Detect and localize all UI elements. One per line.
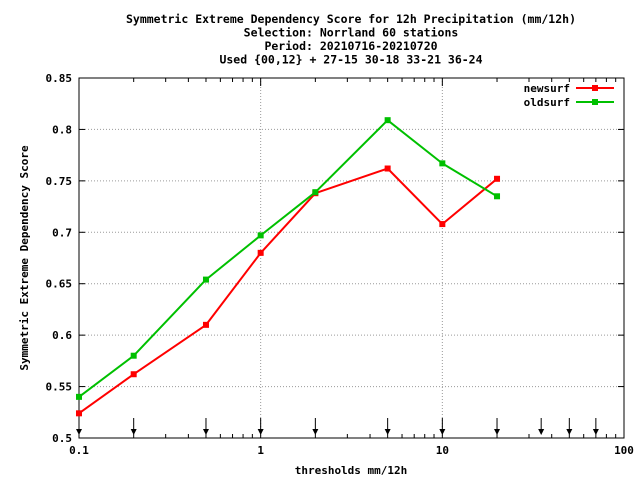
y-tick-label: 0.65 (46, 278, 73, 291)
y-tick-label: 0.75 (46, 175, 73, 188)
data-point-newsurf (439, 221, 446, 228)
x-axis-label: thresholds mm/12h (295, 464, 408, 477)
y-tick-label: 0.5 (52, 432, 72, 445)
legend-marker-oldsurf (592, 99, 598, 105)
data-point-newsurf (494, 175, 501, 182)
threshold-arrow (592, 418, 599, 435)
data-point-newsurf (257, 249, 264, 256)
data-point-oldsurf (384, 117, 391, 124)
data-point-oldsurf (76, 393, 82, 400)
series-line-oldsurf (78, 119, 498, 398)
y-axis-label: Symmetric Extreme Dependency Score (18, 145, 31, 371)
data-point-newsurf (130, 371, 137, 378)
title-line-3: Period: 20210716-20210720 (264, 39, 437, 53)
series-line-newsurf (78, 167, 498, 415)
threshold-arrow (202, 418, 209, 435)
threshold-arrow (439, 418, 446, 435)
threshold-arrow-head (384, 429, 391, 435)
threshold-arrow (312, 418, 319, 435)
legend-label-newsurf: newsurf (524, 82, 570, 95)
threshold-arrow-head (257, 429, 264, 435)
threshold-arrow-head (538, 429, 545, 435)
threshold-arrow (494, 418, 501, 435)
threshold-arrow-head (566, 429, 573, 435)
data-point-oldsurf (312, 189, 319, 196)
data-point-oldsurf (494, 193, 501, 200)
data-point-oldsurf (439, 160, 446, 167)
data-point-oldsurf (202, 276, 209, 283)
title-line-2: Selection: Norrland 60 stations (244, 26, 459, 40)
legend-marker-newsurf (592, 85, 598, 91)
data-point-newsurf (384, 165, 391, 172)
series-lines (76, 117, 501, 417)
plot-frame (78, 77, 625, 439)
x-tick-label: 10 (436, 444, 449, 457)
legend-label-oldsurf: oldsurf (524, 96, 570, 109)
title-line-4: Used {00,12} + 27-15 30-18 33-21 36-24 (219, 53, 482, 67)
threshold-arrow (384, 418, 391, 435)
title-line-1: Symmetric Extreme Dependency Score for 1… (126, 12, 576, 26)
chart-title: Symmetric Extreme Dependency Score for 1… (126, 12, 576, 67)
grid (79, 78, 624, 438)
data-point-newsurf (76, 410, 82, 417)
threshold-arrow-head (130, 429, 137, 435)
data-point-oldsurf (257, 232, 264, 239)
threshold-arrow (257, 418, 264, 435)
axis-ticks: 0.5 0.55 0.6 0.65 0.7 0.75 0.8 0.85 0.1 1 10 100 (46, 72, 634, 457)
y-tick-label: 0.85 (46, 72, 73, 85)
data-point-oldsurf (130, 352, 137, 359)
data-point-newsurf (202, 321, 209, 328)
y-tick-label: 0.7 (52, 226, 72, 239)
threshold-arrow (76, 418, 82, 435)
threshold-arrow-head (494, 429, 501, 435)
y-tick-label: 0.6 (52, 329, 72, 342)
threshold-arrow-head (439, 429, 446, 435)
x-tick-label: 100 (614, 444, 634, 457)
threshold-arrow (130, 418, 137, 435)
threshold-arrow-head (312, 429, 319, 435)
x-tick-label: 1 (257, 444, 264, 457)
threshold-arrow-head (592, 429, 599, 435)
y-tick-label: 0.55 (46, 381, 73, 394)
threshold-arrow (566, 418, 573, 435)
threshold-arrow-head (76, 429, 82, 435)
threshold-arrow-head (202, 429, 209, 435)
threshold-markers (76, 418, 599, 435)
x-tick-label: 0.1 (69, 444, 89, 457)
y-tick-label: 0.8 (52, 123, 72, 136)
threshold-arrow (538, 418, 545, 435)
